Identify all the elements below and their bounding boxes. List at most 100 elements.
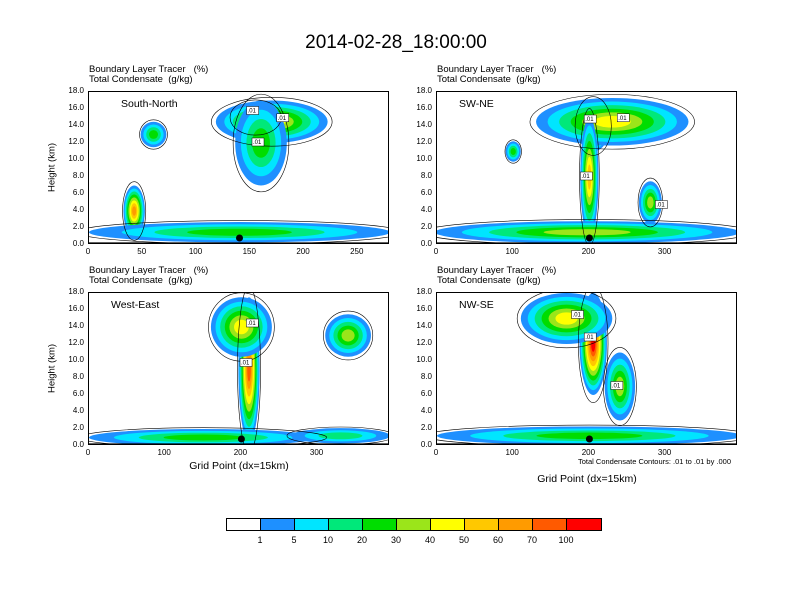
panel-1-xtick: 200 xyxy=(581,247,596,256)
panel-3-ytick: 6.0 xyxy=(420,389,432,398)
legend-label: 1 xyxy=(257,535,263,545)
contour-label-box-0 xyxy=(583,332,597,342)
panel-1-ytick: 0.0 xyxy=(420,239,432,248)
legend-label: 40 xyxy=(424,535,435,545)
plume-4-level-4 xyxy=(510,147,516,156)
legend-label: 5 xyxy=(291,535,297,545)
contour-label-2: .01 xyxy=(612,384,621,390)
panel-1-xtick: 0 xyxy=(433,247,439,256)
panel-2-title: West-East xyxy=(111,299,160,311)
plume-4-level-3 xyxy=(318,432,363,440)
panel-3-plot: .01 .01 .01 xyxy=(437,293,736,444)
panel-2-ytick: 12.0 xyxy=(68,338,84,347)
location-marker xyxy=(236,234,243,242)
condensate-contour-4 xyxy=(286,426,388,444)
panel-3-ytick: 10.0 xyxy=(416,355,432,364)
panel-0-variable-label: Boundary Layer Tracer (%) xyxy=(89,64,209,75)
location-marker xyxy=(585,234,593,242)
legend-swatch-8 xyxy=(499,519,533,530)
panel-3-xtick: 200 xyxy=(581,448,596,457)
panel-2-xtick: 100 xyxy=(157,448,171,457)
contour-label-box-1 xyxy=(571,310,584,319)
panel-1-plot: .01 .01 .01 .01 xyxy=(437,94,736,243)
panel-2-contour-label: Total Condensate (g/kg) xyxy=(89,275,193,286)
plume-3-level-4 xyxy=(163,434,244,441)
condensate-contour-2 xyxy=(579,108,600,243)
location-marker xyxy=(237,435,245,443)
panel-0-ytick: 16.0 xyxy=(68,103,84,112)
panel-0-ytick: 4.0 xyxy=(72,205,84,214)
legend-label: 10 xyxy=(322,535,333,545)
legend-swatch-3 xyxy=(329,519,363,530)
contour-label-box-1 xyxy=(276,113,289,122)
panel-2-plot: .01 .01 xyxy=(89,293,388,444)
panel-1-title: SW-NE xyxy=(459,98,494,110)
plume-3-level-8 xyxy=(132,206,137,216)
contour-label-1: .01 xyxy=(618,116,627,122)
panel-0-ytick: 12.0 xyxy=(68,137,84,146)
panel-0-ytick: 10.0 xyxy=(68,154,84,163)
panel-3-ytick: 0.0 xyxy=(420,440,432,449)
panel-1-ytick: 8.0 xyxy=(420,171,432,180)
legend-label: 60 xyxy=(492,535,503,545)
panel-3-xlabel: Grid Point (dx=15km) xyxy=(537,473,637,485)
panel-3-xtick: 0 xyxy=(433,448,439,457)
condensate-contour-1 xyxy=(529,94,695,150)
panel-2-variable-label: Boundary Layer Tracer (%) xyxy=(89,265,209,276)
contour-label-box-2 xyxy=(251,137,265,147)
contour-label-1: .01 xyxy=(573,313,582,319)
condensate-contour-4 xyxy=(139,119,168,150)
contour-label-box-2 xyxy=(580,171,593,181)
legend-swatch-6 xyxy=(431,519,465,530)
legend-swatch-10 xyxy=(567,519,601,530)
panel-0-ytick: 6.0 xyxy=(72,188,84,197)
condensate-contour-0 xyxy=(578,293,609,403)
legend-swatch-0 xyxy=(227,519,261,530)
panel-3-ytick: 12.0 xyxy=(416,338,432,347)
condensate-contour-1 xyxy=(516,293,617,349)
panel-0-ytick: 18.0 xyxy=(68,86,84,95)
panel-1-ytick: 6.0 xyxy=(420,188,432,197)
panel-2-ytick: 16.0 xyxy=(68,304,84,313)
condensate-contour-3 xyxy=(122,181,147,241)
plume-1-level-6 xyxy=(234,319,249,335)
panel-2-ytick: 14.0 xyxy=(68,321,84,330)
panel-1-ytick: 2.0 xyxy=(420,222,432,231)
panel-3-variable-label: Boundary Layer Tracer (%) xyxy=(437,265,557,276)
panel-3-ytick: 18.0 xyxy=(416,287,432,296)
plume-5-level-4 xyxy=(187,228,292,236)
panel-1-xtick: 300 xyxy=(657,247,672,256)
panel-3-ytick: 4.0 xyxy=(420,406,432,415)
panel-nw-se: .01 .01 .01 NW-SE xyxy=(436,292,737,445)
contour-label-1: .01 xyxy=(247,321,256,327)
panel-0-xtick: 0 xyxy=(85,247,91,256)
location-marker xyxy=(585,435,593,443)
panel-0-ytick: 2.0 xyxy=(72,222,84,231)
panel-2-ytick: 10.0 xyxy=(68,355,84,364)
condensate-contour-5 xyxy=(89,220,388,243)
condensate-contour-1 xyxy=(211,97,333,147)
panel-0-ytick: 8.0 xyxy=(72,171,84,180)
panel-0-plot: .01 .01 .01 xyxy=(89,93,388,243)
panel-0-ytick: 14.0 xyxy=(68,120,84,129)
condensate-contour-4 xyxy=(504,139,522,164)
contour-label-0: .01 xyxy=(248,109,257,115)
condensate-contour-2 xyxy=(603,347,637,426)
legend-label: 50 xyxy=(458,535,469,545)
contour-footnote: Total Condensate Contours: .01 to .01 by… xyxy=(578,457,732,466)
legend-swatch-4 xyxy=(363,519,397,530)
panel-2-xtick: 0 xyxy=(85,448,91,457)
panel-2-xlabel: Grid Point (dx=15km) xyxy=(189,460,289,472)
contour-label-box-0 xyxy=(246,106,259,115)
legend-swatch-2 xyxy=(295,519,329,530)
contour-label-box-0 xyxy=(583,114,597,124)
panel-0-xtick: 50 xyxy=(137,247,147,256)
plume-2-level-5 xyxy=(341,329,355,342)
panel-1-ytick: 12.0 xyxy=(416,137,432,146)
colorbar-legend xyxy=(226,518,602,531)
panel-3-ytick: 14.0 xyxy=(416,321,432,330)
panel-2-ytick: 4.0 xyxy=(72,406,84,415)
contour-label-3: .01 xyxy=(656,203,665,209)
panel-0-ytick: 0.0 xyxy=(72,239,84,248)
panel-2-ytick: 6.0 xyxy=(72,389,84,398)
